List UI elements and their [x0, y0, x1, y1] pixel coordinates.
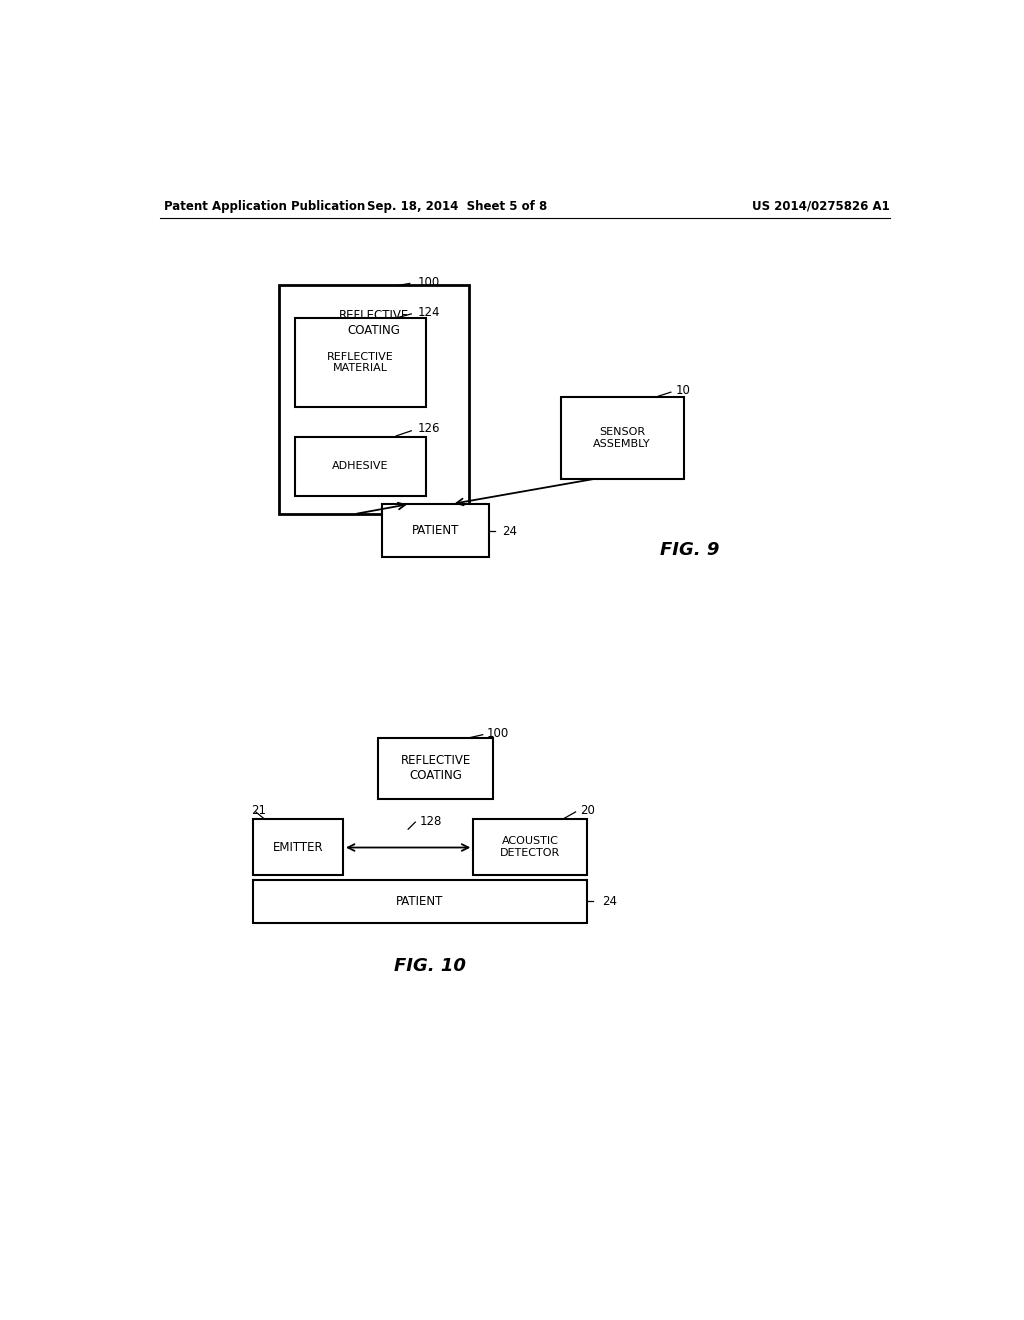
Text: EMITTER: EMITTER: [273, 841, 324, 854]
Text: 124: 124: [418, 306, 440, 319]
Text: SENSOR
ASSEMBLY: SENSOR ASSEMBLY: [593, 428, 651, 449]
Text: 20: 20: [581, 804, 595, 817]
Bar: [295, 437, 426, 496]
Text: REFLECTIVE
COATING: REFLECTIVE COATING: [339, 309, 410, 337]
Bar: [253, 818, 343, 875]
Text: 24: 24: [602, 895, 616, 908]
Text: 100: 100: [418, 276, 440, 289]
Text: 126: 126: [418, 422, 440, 436]
Text: REFLECTIVE
MATERIAL: REFLECTIVE MATERIAL: [327, 352, 393, 374]
Bar: [378, 738, 494, 799]
Text: 24: 24: [503, 525, 517, 539]
Text: FIG. 9: FIG. 9: [659, 541, 719, 558]
Bar: [560, 397, 684, 479]
Bar: [473, 818, 587, 875]
Text: REFLECTIVE
COATING: REFLECTIVE COATING: [400, 754, 471, 783]
Text: PATIENT: PATIENT: [412, 524, 459, 537]
Text: US 2014/0275826 A1: US 2014/0275826 A1: [752, 199, 890, 213]
Text: Sep. 18, 2014  Sheet 5 of 8: Sep. 18, 2014 Sheet 5 of 8: [368, 199, 548, 213]
Bar: [382, 504, 489, 557]
Bar: [295, 318, 426, 408]
Text: 100: 100: [486, 727, 509, 741]
Bar: [253, 880, 587, 923]
Text: Patent Application Publication: Patent Application Publication: [164, 199, 365, 213]
Text: 10: 10: [676, 384, 690, 396]
Bar: [279, 285, 469, 515]
Text: ADHESIVE: ADHESIVE: [332, 462, 388, 471]
Text: FIG. 10: FIG. 10: [393, 957, 466, 975]
Text: 128: 128: [420, 814, 442, 828]
Text: ACOUSTIC
DETECTOR: ACOUSTIC DETECTOR: [500, 836, 560, 858]
Text: PATIENT: PATIENT: [396, 895, 443, 908]
Text: 21: 21: [251, 804, 266, 817]
